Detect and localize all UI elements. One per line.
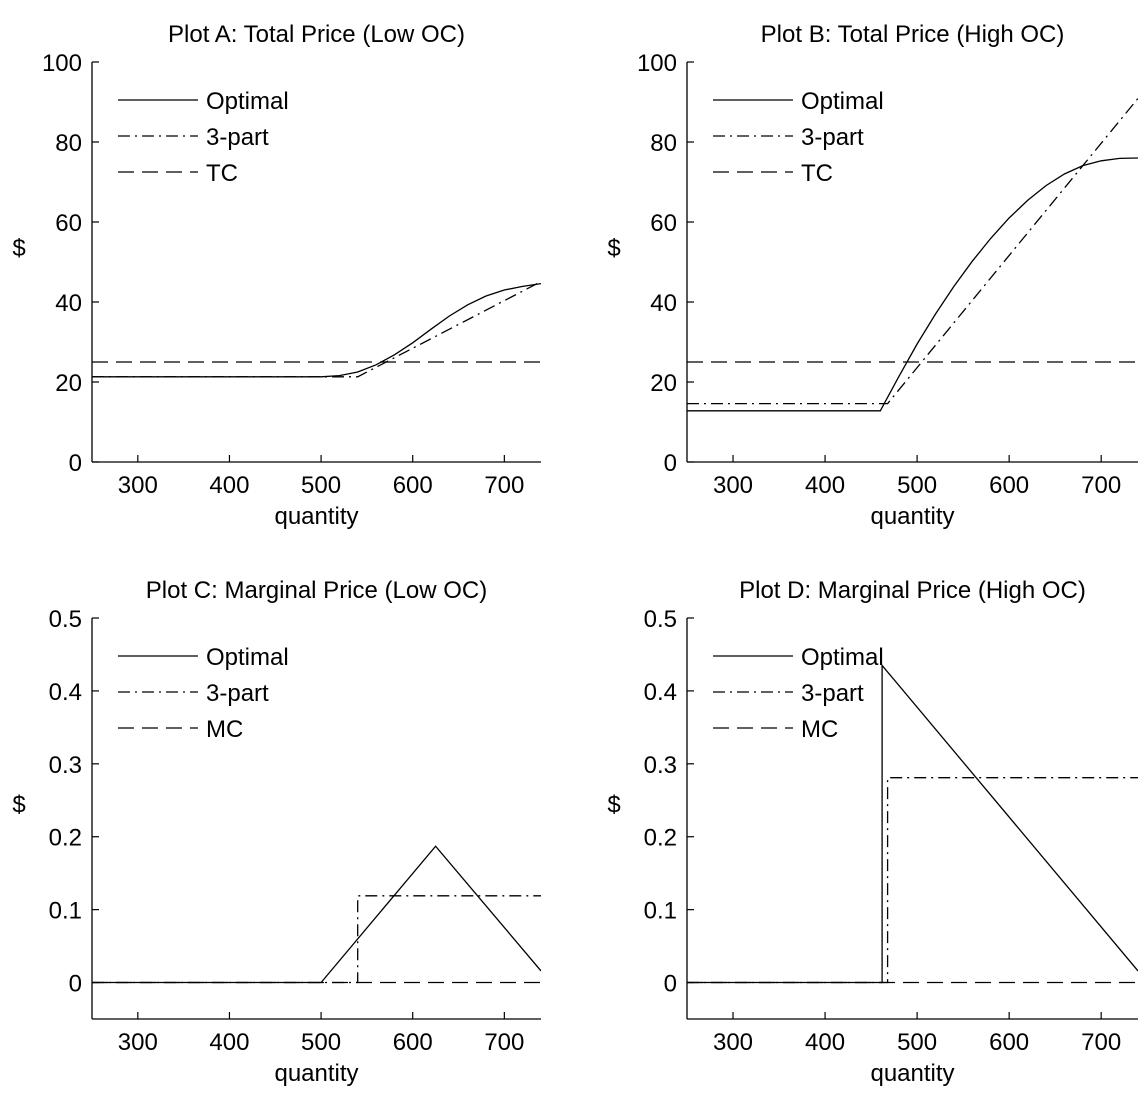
legend-label: TC bbox=[206, 160, 238, 187]
legend: Optimal 3-part MC bbox=[118, 644, 289, 743]
series-lines bbox=[687, 97, 1138, 412]
series-line-3-part bbox=[687, 777, 1138, 984]
x-tick-label: 700 bbox=[484, 472, 524, 499]
subplot-d: Plot D: Marginal Price (High OC) 0 0.1 0.2 0… bbox=[607, 577, 1138, 1087]
legend-label: 3-part bbox=[206, 124, 269, 151]
y-tick-label: 0.3 bbox=[49, 752, 82, 779]
legend-label: Optimal bbox=[801, 88, 884, 115]
y-tick-label: 0 bbox=[69, 450, 82, 477]
x-tick-label: 300 bbox=[713, 1029, 753, 1056]
y-tick-label: 80 bbox=[55, 130, 82, 157]
legend-label: Optimal bbox=[206, 88, 289, 115]
legend-label: Optimal bbox=[801, 644, 884, 671]
subplot-b: Plot B: Total Price (High OC) 0 20 40 60 80 10… bbox=[607, 21, 1138, 530]
y-tick-label: 0.4 bbox=[49, 679, 82, 706]
x-tick-label: 600 bbox=[989, 472, 1029, 499]
series-line-optimal bbox=[687, 663, 1138, 984]
x-tick-label: 700 bbox=[1081, 1029, 1121, 1056]
chart-title: Plot B: Total Price (High OC) bbox=[761, 21, 1065, 48]
series-line-optimal bbox=[92, 845, 541, 984]
x-tick-label: 300 bbox=[118, 472, 158, 499]
x-axis-label: quantity bbox=[274, 503, 358, 530]
legend: Optimal 3-part MC bbox=[713, 644, 884, 743]
y-tick-label: 20 bbox=[55, 370, 82, 397]
chart-title: Plot D: Marginal Price (High OC) bbox=[739, 577, 1086, 604]
x-axis-label: quantity bbox=[274, 1060, 358, 1087]
y-tick-label: 20 bbox=[650, 370, 677, 397]
x-tick-label: 600 bbox=[393, 472, 433, 499]
series-line-3-part bbox=[92, 895, 541, 984]
series-lines bbox=[687, 663, 1138, 984]
subplot-c: Plot C: Marginal Price (Low OC) 0 0.1 0.2 0.… bbox=[12, 577, 541, 1087]
x-tick-label: 400 bbox=[805, 1029, 845, 1056]
x-axis-label: quantity bbox=[870, 503, 954, 530]
y-tick-label: 60 bbox=[650, 210, 677, 237]
legend: Optimal 3-part TC bbox=[713, 88, 884, 187]
x-tick-label: 400 bbox=[209, 1029, 249, 1056]
series-line-3-part bbox=[92, 281, 541, 378]
y-tick-label: 0.2 bbox=[49, 825, 82, 852]
x-tick-label: 600 bbox=[989, 1029, 1029, 1056]
legend-label: MC bbox=[801, 716, 838, 743]
y-tick-label: 0.5 bbox=[644, 606, 677, 633]
subplot-a: Plot A: Total Price (Low OC) 0 20 40 60 80 100… bbox=[12, 21, 541, 530]
series-line-optimal bbox=[92, 282, 541, 378]
chart-title: Plot A: Total Price (Low OC) bbox=[168, 21, 465, 48]
y-tick-label: 40 bbox=[650, 290, 677, 317]
y-tick-label: 0.5 bbox=[49, 606, 82, 633]
x-tick-label: 400 bbox=[805, 472, 845, 499]
x-tick-label: 500 bbox=[301, 1029, 341, 1056]
legend-label: MC bbox=[206, 716, 243, 743]
y-tick-label: 40 bbox=[55, 290, 82, 317]
series-lines bbox=[92, 281, 541, 378]
y-tick-label: 0 bbox=[664, 450, 677, 477]
series-line-3-part bbox=[687, 97, 1138, 405]
y-tick-label: 0.2 bbox=[644, 825, 677, 852]
x-tick-label: 600 bbox=[393, 1029, 433, 1056]
y-tick-label: 0.1 bbox=[49, 898, 82, 925]
x-tick-label: 400 bbox=[209, 472, 249, 499]
y-tick-label: 80 bbox=[650, 130, 677, 157]
y-tick-label: 0.1 bbox=[644, 898, 677, 925]
y-axis-label: $ bbox=[12, 792, 25, 819]
y-tick-label: 0 bbox=[69, 971, 82, 998]
legend: Optimal 3-part TC bbox=[118, 88, 289, 187]
legend-label: 3-part bbox=[801, 124, 864, 151]
y-tick-label: 0.3 bbox=[644, 752, 677, 779]
legend-label: TC bbox=[801, 160, 833, 187]
x-tick-label: 300 bbox=[118, 1029, 158, 1056]
y-axis-label: $ bbox=[607, 792, 620, 819]
y-tick-label: 0.4 bbox=[644, 679, 677, 706]
y-axis-label: $ bbox=[12, 235, 25, 262]
x-tick-label: 300 bbox=[713, 472, 753, 499]
x-tick-label: 500 bbox=[301, 472, 341, 499]
legend-label: Optimal bbox=[206, 644, 289, 671]
x-axis-label: quantity bbox=[870, 1060, 954, 1087]
legend-label: 3-part bbox=[206, 680, 269, 707]
legend-label: 3-part bbox=[801, 680, 864, 707]
y-tick-label: 0 bbox=[664, 971, 677, 998]
y-axis-label: $ bbox=[607, 235, 620, 262]
x-tick-label: 500 bbox=[897, 1029, 937, 1056]
x-tick-label: 700 bbox=[484, 1029, 524, 1056]
x-tick-label: 500 bbox=[897, 472, 937, 499]
series-line-optimal bbox=[687, 157, 1138, 412]
x-tick-label: 700 bbox=[1081, 472, 1121, 499]
y-tick-label: 60 bbox=[55, 210, 82, 237]
chart-title: Plot C: Marginal Price (Low OC) bbox=[146, 577, 487, 604]
y-tick-label: 100 bbox=[637, 50, 677, 77]
series-lines bbox=[92, 845, 541, 984]
y-tick-label: 100 bbox=[42, 50, 82, 77]
